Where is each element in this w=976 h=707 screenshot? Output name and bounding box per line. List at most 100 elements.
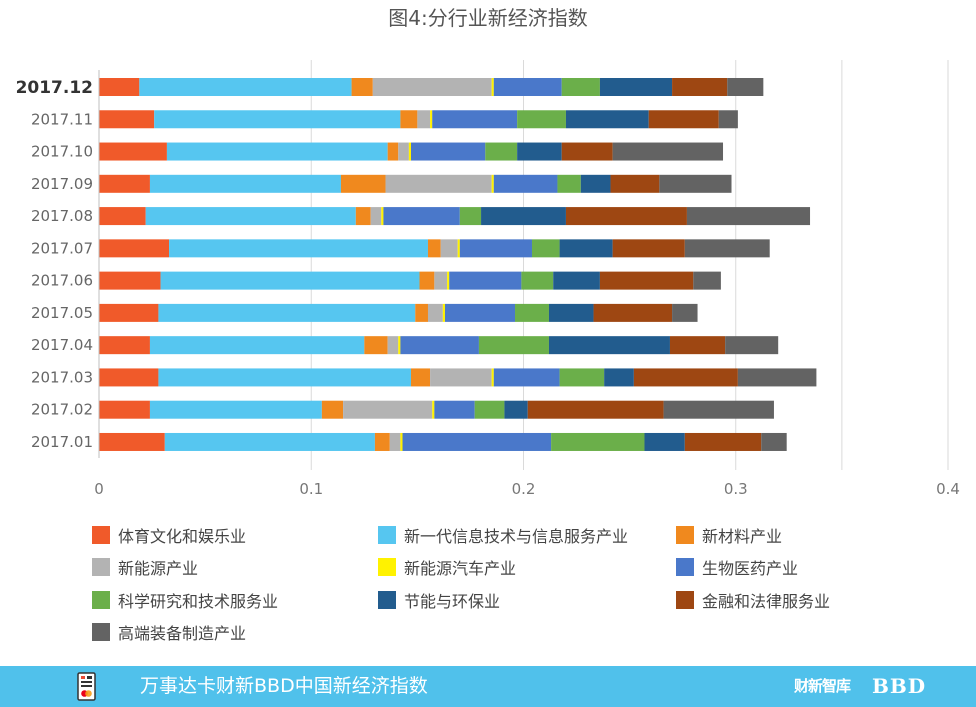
- bar-segment: [444, 303, 516, 322]
- y-axis-label: 2017.12: [16, 78, 93, 98]
- bar-segment: [442, 303, 445, 322]
- bar-segment: [727, 78, 764, 96]
- bar-segment: [718, 110, 738, 129]
- bar-segment: [663, 400, 774, 419]
- bar-segment: [351, 78, 373, 96]
- bar-segment: [432, 110, 518, 129]
- bar-row: [99, 239, 770, 258]
- bar-segment: [648, 110, 719, 129]
- legend-swatch: [378, 590, 396, 609]
- chart-title: 图4:分行业新经济指数: [388, 6, 588, 30]
- caixin-insight-logo: 财新智库: [794, 677, 851, 695]
- legend-item: 新能源汽车产业: [378, 551, 676, 583]
- bar-segment: [644, 432, 685, 451]
- bar-segment: [440, 239, 458, 258]
- legend-label: 新材料产业: [702, 527, 783, 547]
- legend-item: 生物医药产业: [676, 551, 976, 583]
- y-axis-label: 2017.07: [31, 239, 93, 257]
- bar-segment: [99, 400, 150, 419]
- bar-segment: [364, 336, 388, 355]
- bar-segment: [593, 303, 673, 322]
- bar-segment: [417, 110, 431, 129]
- mastercard-orange-circle: [85, 690, 92, 697]
- y-axis-label: 2017.03: [31, 368, 93, 386]
- bar-segment: [693, 271, 721, 290]
- bar-segment: [491, 368, 494, 387]
- bar-segment: [561, 78, 600, 96]
- stacked-bar-chart: 2017.12 2017.11 2017.10 2017.09 2017.08 2017.…: [16, 60, 960, 498]
- bar-segment: [389, 432, 401, 451]
- legend-swatch: [378, 526, 396, 545]
- y-axis-label: 2017.02: [31, 401, 93, 419]
- bar-segment: [557, 174, 581, 193]
- bar-segment: [633, 368, 738, 387]
- bar-segment: [99, 432, 165, 451]
- bar-segment: [419, 271, 435, 290]
- y-axis-label: 2017.01: [31, 433, 93, 451]
- x-tick-label: 0.1: [299, 480, 323, 498]
- x-tick-label: 0.3: [724, 480, 748, 498]
- bar-row: [99, 368, 817, 387]
- bar-segment: [149, 174, 341, 193]
- bar-segment: [604, 368, 634, 387]
- bar-segment: [321, 400, 344, 419]
- bar-segment: [402, 432, 552, 451]
- bar-row: [99, 142, 724, 161]
- bar-row: [99, 110, 738, 129]
- x-tick-label: 0: [94, 480, 104, 498]
- y-axis-label: 2017.10: [31, 143, 93, 161]
- legend-swatch: [92, 558, 110, 577]
- bar-segment: [517, 110, 566, 129]
- legend-swatch: [92, 526, 110, 545]
- bar-segment: [99, 142, 167, 161]
- bar-segment: [400, 432, 403, 451]
- y-axis-label: 2017.06: [31, 272, 93, 290]
- bar-segment: [408, 142, 412, 161]
- legend-swatch: [676, 558, 694, 577]
- bar-segment: [491, 174, 494, 193]
- card-stripe: [81, 681, 92, 683]
- bar-segment: [531, 239, 560, 258]
- legend-swatch: [92, 590, 110, 609]
- bar-segment: [672, 303, 698, 322]
- bar-segment: [411, 368, 431, 387]
- bar-segment: [725, 336, 779, 355]
- bar-segment: [672, 78, 728, 96]
- x-tick-label: 0.2: [512, 480, 536, 498]
- bar-row: [99, 207, 811, 226]
- bar-segment: [99, 271, 161, 290]
- legend-label: 新能源汽车产业: [404, 559, 517, 579]
- bar-row: [99, 78, 764, 96]
- bar-segment: [164, 432, 375, 451]
- bar-segment: [686, 207, 811, 226]
- legend-label: 生物医药产业: [702, 559, 799, 579]
- bar-segment: [398, 142, 409, 161]
- bar-segment: [551, 432, 645, 451]
- bar-segment: [427, 239, 441, 258]
- bar-segment: [154, 110, 401, 129]
- bar-segment: [381, 207, 384, 226]
- bar-row: [99, 174, 732, 193]
- bar-segment: [166, 142, 388, 161]
- bar-segment: [659, 174, 732, 193]
- bar-segment: [517, 142, 562, 161]
- bar-row: [99, 303, 698, 322]
- legend-label: 金融和法律服务业: [702, 591, 831, 611]
- legend-item: 新能源产业: [92, 551, 378, 583]
- bar-segment: [565, 110, 649, 129]
- legend-item: 金融和法律服务业: [676, 584, 976, 616]
- legend-label: 体育文化和娱乐业: [118, 527, 247, 547]
- chart-legend: 体育文化和娱乐业 新一代信息技术与信息服务产业 新材料产业 新能源产业 新能源汽车产业 生…: [92, 519, 976, 648]
- bar-segment: [559, 239, 613, 258]
- legend-item: 高端装备制造产业: [92, 616, 378, 648]
- bar-segment: [370, 207, 382, 226]
- y-axis-label: 2017.09: [31, 175, 93, 193]
- bar-segment: [400, 110, 418, 129]
- bar-segment: [669, 336, 726, 355]
- bar-segment: [139, 78, 352, 96]
- bar-segment: [432, 400, 435, 419]
- bar-segment: [99, 336, 150, 355]
- bar-segment: [385, 174, 492, 193]
- bar-row: [99, 400, 774, 419]
- bar-segment: [684, 239, 770, 258]
